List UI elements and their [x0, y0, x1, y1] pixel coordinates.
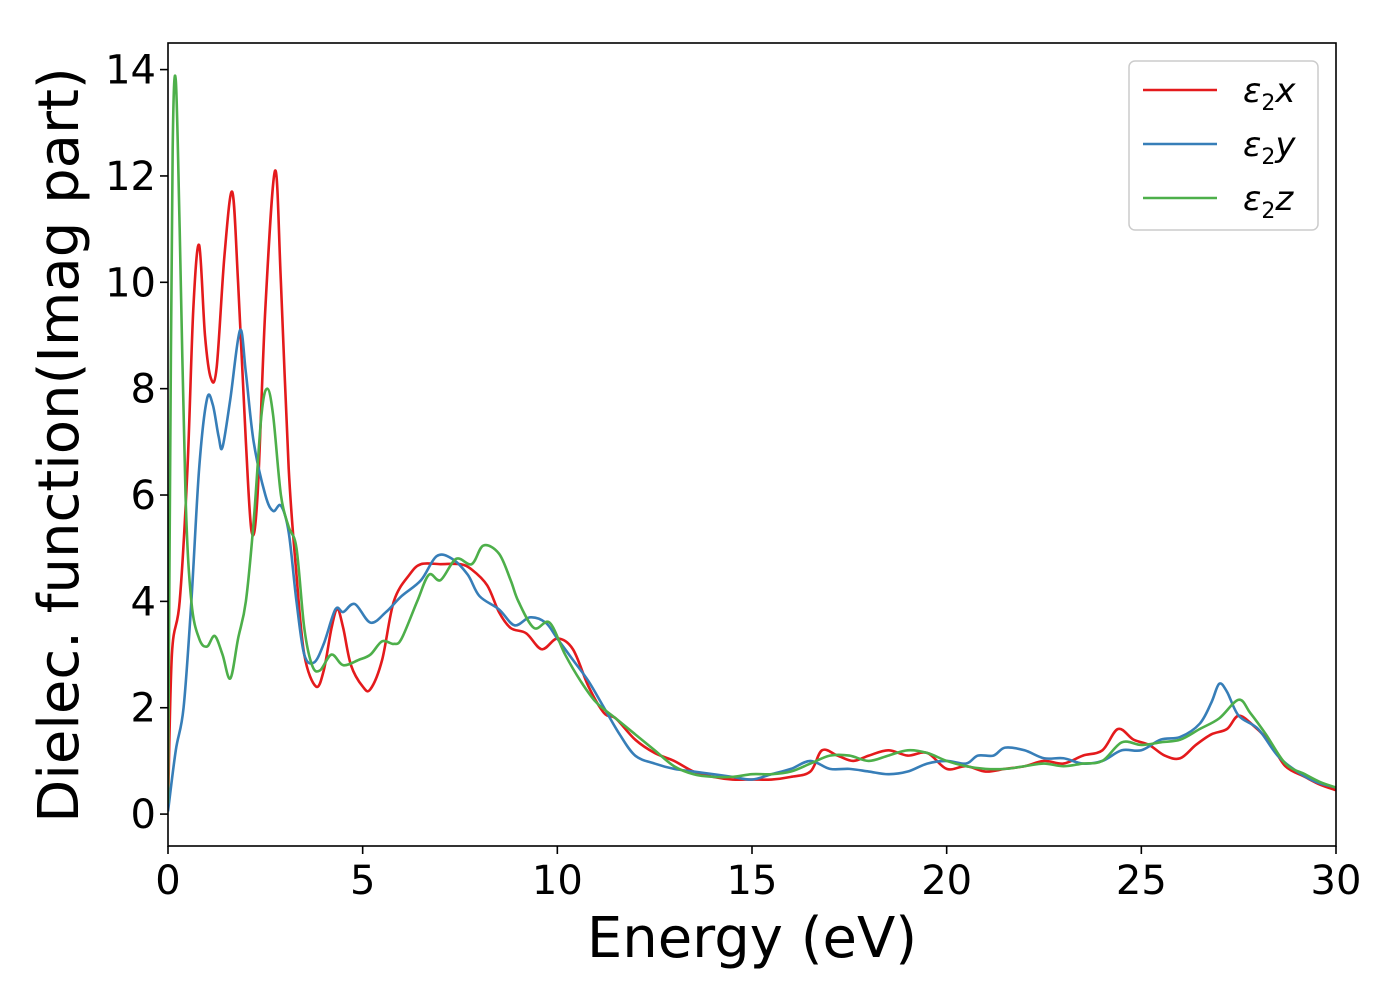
series-line-z: [168, 74, 1336, 804]
x-tick-label: 15: [727, 858, 778, 904]
x-axis: 0 5 10 15 20 25 30: [155, 846, 1361, 904]
y-tick-label: 2: [131, 686, 156, 732]
y-axis-title: Dielec. function(Imag part): [27, 67, 92, 823]
series-layer: [168, 74, 1336, 812]
legend-label-y: ε2y: [1243, 125, 1296, 170]
y-tick-label: 10: [105, 260, 156, 306]
x-tick-label: 20: [921, 858, 972, 904]
x-tick-label: 0: [155, 858, 180, 904]
y-tick-label: 4: [131, 579, 156, 625]
legend-box: [1128, 60, 1319, 231]
series-line-y: [168, 328, 1336, 812]
x-tick-label: 5: [350, 858, 375, 904]
y-tick-label: 8: [131, 367, 156, 413]
x-tick-label: 10: [532, 858, 583, 904]
y-tick-label: 0: [131, 792, 156, 838]
x-tick-label: 30: [1311, 858, 1362, 904]
legend-label-x: ε2x: [1243, 71, 1296, 116]
y-tick-label: 14: [105, 48, 156, 94]
x-axis-title: Energy (eV): [587, 906, 917, 971]
legend: ε2x ε2y ε2z: [1128, 60, 1319, 231]
series-line-x: [168, 169, 1336, 809]
y-tick-label: 12: [105, 154, 156, 200]
y-tick-label: 6: [131, 473, 156, 519]
legend-label-z: ε2z: [1243, 179, 1294, 224]
x-tick-label: 25: [1116, 858, 1167, 904]
y-axis: 0 2 4 6 8 10 12 14: [105, 48, 168, 838]
